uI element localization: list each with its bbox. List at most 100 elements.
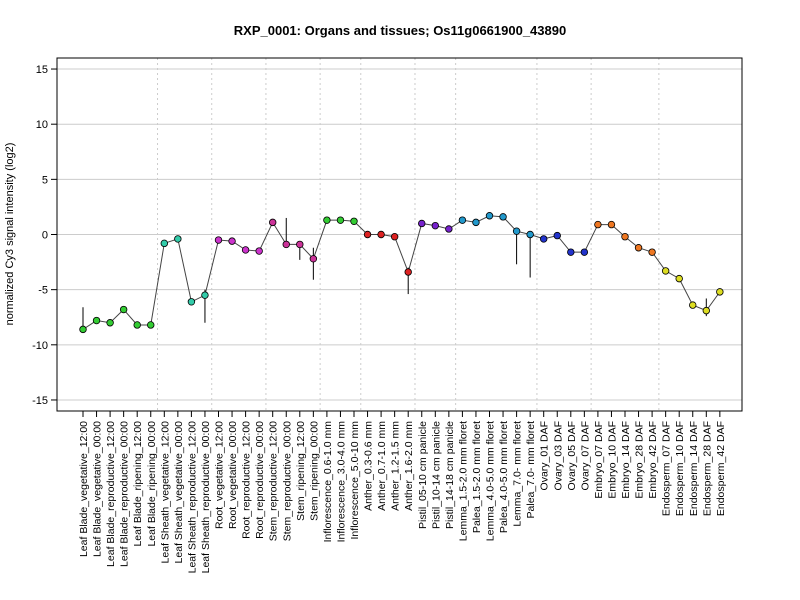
- x-tick-label: Palea_7.0- mm floret: [525, 421, 537, 519]
- x-tick-label: Stem_ripening_00:00: [308, 421, 320, 521]
- x-tick-label: Anther_0.3-0.6 mm: [363, 421, 375, 511]
- data-point: [540, 235, 548, 243]
- data-point: [92, 316, 101, 325]
- data-point: [147, 321, 155, 329]
- y-tick-label: 15: [36, 64, 48, 76]
- x-tick-label: Leaf Sheath_reproductive_12:00: [186, 421, 198, 574]
- data-point: [241, 246, 250, 254]
- x-tick-label: Leaf Blade_reproductive_12:00: [105, 421, 117, 567]
- x-tick-label: Endosperm_10 DAF: [674, 421, 686, 516]
- x-tick-label: Root_reproductive_12:00: [241, 421, 253, 539]
- x-tick-label: Pistil_10-14 cm panicle: [430, 421, 442, 529]
- y-axis-label: normalized Cy3 signal intensity (log2): [4, 143, 16, 326]
- data-point: [634, 244, 643, 252]
- data-point: [309, 255, 318, 263]
- data-point: [350, 217, 358, 225]
- plot-area: -15 -10 -5 0 5 10 15 Leaf Blade_vegetative_12:0…: [32, 57, 743, 574]
- x-tick-label: Leaf Sheath_vegetative_00:00: [173, 421, 185, 564]
- data-point: [323, 216, 331, 224]
- data-point: [499, 213, 507, 221]
- data-point: [390, 233, 399, 241]
- x-tick-label: Leaf Blade_vegetative_00:00: [92, 421, 104, 557]
- data-point: [689, 301, 697, 309]
- data-point: [594, 220, 602, 229]
- x-tick-label: Anther_1.2-1.5 mm: [390, 421, 402, 511]
- data-point: [296, 240, 304, 249]
- data-point: [282, 240, 290, 249]
- x-tick-label: Embryo_14 DAF: [620, 421, 632, 499]
- x-tick-label: Leaf Sheath_reproductive_00:00: [200, 421, 212, 574]
- data-point: [187, 298, 196, 306]
- data-point: [106, 319, 114, 327]
- x-tick-label: Leaf Blade_ripening_00:00: [146, 421, 158, 547]
- data-point: [255, 247, 263, 255]
- x-tick-label: Leaf Blade_reproductive_00:00: [119, 421, 131, 567]
- x-tick-label: Inflorescence_5.0-10 mm: [349, 421, 361, 540]
- x-tick-label: Endosperm_14 DAF: [688, 421, 700, 516]
- x-tick-label: Endosperm_42 DAF: [715, 421, 727, 516]
- y-tick-label: 5: [42, 174, 48, 186]
- x-tick-label: Ovary_07 DAF: [579, 421, 591, 490]
- data-point: [580, 248, 589, 256]
- x-tick-label: Inflorescence_3.0-4.0 mm: [335, 421, 347, 543]
- series-line: [82, 215, 721, 330]
- data-point: [201, 291, 209, 299]
- data-point: [377, 230, 385, 239]
- x-tick-label: Endosperm_07 DAF: [661, 421, 673, 516]
- x-tick-label: Stem_ripening_12:00: [295, 421, 307, 521]
- data-point: [485, 212, 494, 220]
- x-tick-label: Anther_1.6-2.0 mm: [403, 421, 415, 511]
- x-tick-label: Stem_reproductive_00:00: [281, 421, 293, 541]
- x-tick-label: Lemma_4.0-5.0 mm floret: [485, 421, 497, 541]
- data-point: [174, 235, 182, 243]
- x-tick-label: Embryo_10 DAF: [606, 421, 618, 499]
- x-tick-label: Root_vegetative_00:00: [227, 421, 239, 529]
- data-point: [336, 216, 345, 224]
- data-point: [702, 306, 710, 315]
- data-point: [431, 221, 439, 230]
- x-tick-label: Lemma_1.5-2.0 mm floret: [457, 421, 469, 541]
- x-tick-label: Root_vegetative_12:00: [214, 421, 226, 529]
- data-point: [133, 321, 141, 329]
- y-tick-label: -5: [38, 285, 48, 297]
- x-tick-label: Embryo_42 DAF: [647, 421, 659, 499]
- x-tick-label: Pistil_14-18 cm panicle: [444, 421, 456, 529]
- x-tick-label: Embryo_07 DAF: [593, 421, 605, 499]
- x-tick-label: Stem_reproductive_12:00: [268, 421, 280, 541]
- data-point: [228, 237, 236, 245]
- x-tick-label: Pistil_05-10 cm panicle: [417, 421, 429, 529]
- data-point: [675, 274, 683, 283]
- x-tick-label: Leaf Blade_ripening_12:00: [132, 421, 144, 547]
- data-point: [79, 325, 87, 334]
- data-point: [458, 216, 467, 224]
- x-tick-label: Ovary_03 DAF: [552, 421, 564, 490]
- data-point: [214, 236, 223, 244]
- data-point: [621, 233, 629, 241]
- data-point: [607, 220, 616, 229]
- data-point: [418, 219, 426, 228]
- data-point: [526, 230, 534, 239]
- data-point: [512, 227, 521, 235]
- data-point: [648, 248, 656, 256]
- data-point: [567, 248, 575, 256]
- y-tick-label: -15: [32, 395, 48, 407]
- x-tick-label: Palea_1.5-2.0 mm floret: [471, 421, 483, 533]
- y-tick-label: -10: [32, 340, 48, 352]
- chart-title: RXP_0001: Organs and tissues; Os11g06619…: [234, 23, 566, 38]
- x-tick-label: Ovary_05 DAF: [566, 421, 578, 490]
- x-tick-label: Inflorescence_0.6-1.0 mm: [322, 421, 334, 543]
- x-tick-label: Leaf Sheath_vegetative_12:00: [159, 421, 171, 564]
- x-tick-label: Anther_0.7-1.0 mm: [376, 421, 388, 511]
- data-point: [119, 305, 128, 314]
- data-point: [553, 231, 561, 240]
- x-tick-label: Leaf Blade_vegetative_12:00: [78, 421, 90, 557]
- x-tick-label: Root_reproductive_00:00: [254, 421, 266, 539]
- x-tick-label: Embryo_28 DAF: [634, 421, 646, 499]
- y-tick-label: 0: [42, 230, 48, 242]
- data-point: [404, 268, 412, 276]
- data-point: [363, 230, 372, 239]
- x-tick-label: Lemma_7.0- mm floret: [512, 421, 524, 527]
- data-point: [716, 288, 724, 296]
- y-tick-label: 10: [36, 119, 48, 131]
